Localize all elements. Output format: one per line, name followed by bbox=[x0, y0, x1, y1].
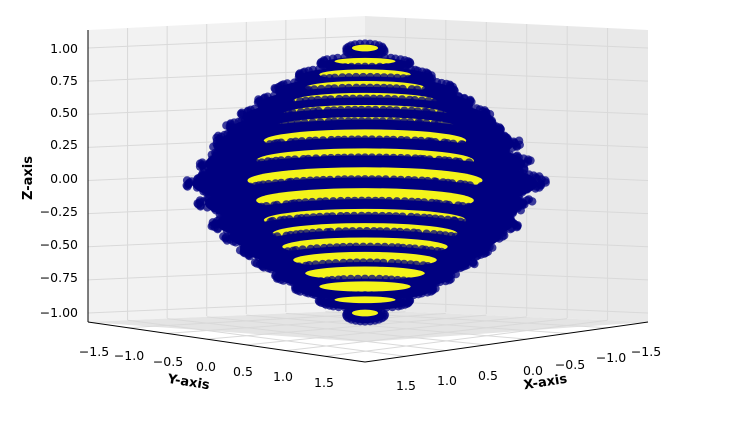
grid-line-floor bbox=[285, 318, 568, 352]
grid-line-floor bbox=[127, 319, 406, 357]
y-tick-label: 1.0 bbox=[273, 369, 293, 384]
z-tick-label: 0.00 bbox=[50, 171, 78, 186]
grid-line-floor bbox=[167, 318, 446, 352]
grid-line-floor bbox=[246, 316, 527, 346]
z-tick-label: 0.25 bbox=[50, 137, 78, 152]
x-ticks: 1.5 1.0 0.5 0.0 −0.5 −1.0 −1.5 bbox=[396, 344, 661, 393]
x-tick-label: 1.0 bbox=[437, 373, 457, 388]
z-tick-label: −0.50 bbox=[40, 237, 78, 252]
x-tick-label: −0.5 bbox=[555, 357, 585, 372]
z-tick-label: 0.75 bbox=[50, 73, 78, 88]
y-tick-label: −1.5 bbox=[79, 344, 109, 359]
data-point-outer bbox=[250, 258, 260, 267]
grid-line-floor bbox=[285, 312, 568, 334]
z-ticks: 1.00 0.75 0.50 0.25 0.00 −0.25 −0.50 −0.… bbox=[40, 41, 78, 320]
x-axis-line bbox=[364, 321, 649, 363]
data-point-outer bbox=[488, 243, 497, 252]
data-point-outer bbox=[219, 232, 228, 241]
data-point-outer bbox=[195, 196, 205, 205]
y-axis-label: Y-axis bbox=[166, 372, 211, 394]
z-tick-label: −0.75 bbox=[40, 270, 78, 285]
z-tick-label: −0.25 bbox=[40, 204, 78, 219]
x-axis-label: X-axis bbox=[523, 372, 569, 394]
grid-line-z bbox=[87, 35, 366, 49]
data-point-outer bbox=[528, 197, 537, 206]
data-point-outer bbox=[470, 259, 479, 269]
data-point-outer bbox=[541, 176, 550, 185]
y-tick-label: −0.5 bbox=[153, 354, 183, 369]
data-point-outer bbox=[215, 210, 224, 219]
x-tick-label: 0.0 bbox=[523, 363, 543, 378]
data-point-inner bbox=[305, 266, 425, 280]
data-point-outer bbox=[523, 157, 532, 166]
y-tick-label: −1.0 bbox=[114, 348, 144, 363]
data-point-inner bbox=[351, 309, 379, 317]
data-point-inner bbox=[351, 44, 379, 52]
z-axis-label: Z-axis bbox=[21, 156, 36, 200]
grid-line-floor bbox=[206, 316, 487, 346]
y-tick-label: 1.5 bbox=[314, 375, 334, 390]
grid-line-floor bbox=[167, 312, 446, 334]
y-axis-line bbox=[87, 321, 366, 363]
data-point-outer bbox=[214, 131, 223, 140]
z-tick-label: 0.50 bbox=[50, 105, 78, 120]
y-ticks: −1.5 −1.0 −0.5 0.0 0.5 1.0 1.5 bbox=[79, 344, 334, 390]
grid-line-floor bbox=[246, 314, 527, 340]
data-points bbox=[182, 39, 550, 326]
x-tick-label: −1.5 bbox=[631, 344, 661, 359]
y-tick-label: 0.5 bbox=[233, 364, 253, 379]
grid-line-z bbox=[364, 35, 649, 49]
x-tick-label: 0.5 bbox=[478, 368, 498, 383]
data-point-outer bbox=[451, 270, 460, 279]
data-point-outer bbox=[198, 158, 207, 167]
data-point-outer bbox=[499, 228, 508, 237]
x-tick-label: −1.0 bbox=[596, 350, 626, 365]
data-point-inner bbox=[334, 296, 396, 304]
y-tick-label: 0.0 bbox=[196, 359, 216, 374]
z-tick-label: 1.00 bbox=[50, 41, 78, 56]
grid-line-floor bbox=[206, 314, 487, 340]
data-point-outer bbox=[182, 176, 192, 185]
x-tick-label: 1.5 bbox=[396, 378, 416, 393]
data-point-inner bbox=[319, 281, 411, 292]
grid-line-floor bbox=[325, 319, 608, 357]
z-tick-label: −1.00 bbox=[40, 305, 78, 320]
